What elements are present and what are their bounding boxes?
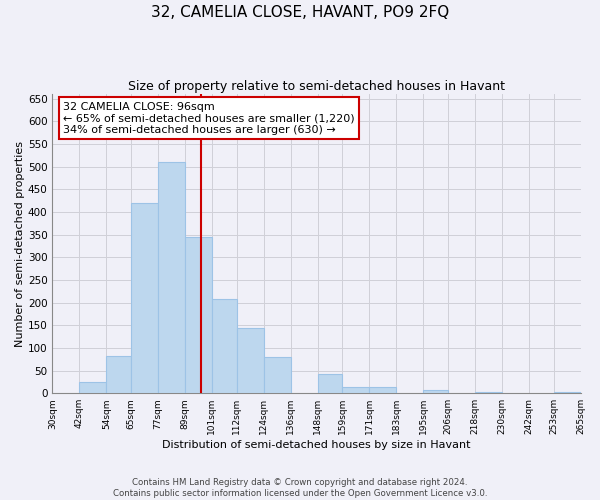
Bar — [554, 392, 581, 393]
Bar — [317, 374, 342, 393]
Title: Size of property relative to semi-detached houses in Havant: Size of property relative to semi-detach… — [128, 80, 505, 93]
Bar — [185, 237, 212, 393]
Bar — [79, 382, 106, 393]
Bar — [106, 356, 131, 393]
Bar — [423, 390, 448, 393]
Y-axis label: Number of semi-detached properties: Number of semi-detached properties — [15, 140, 25, 346]
Bar — [236, 328, 263, 393]
Bar — [212, 299, 236, 393]
Bar — [342, 387, 369, 393]
Bar — [263, 357, 290, 393]
Text: 32 CAMELIA CLOSE: 96sqm
← 65% of semi-detached houses are smaller (1,220)
34% of: 32 CAMELIA CLOSE: 96sqm ← 65% of semi-de… — [63, 102, 355, 135]
Text: 32, CAMELIA CLOSE, HAVANT, PO9 2FQ: 32, CAMELIA CLOSE, HAVANT, PO9 2FQ — [151, 5, 449, 20]
Bar — [475, 392, 502, 393]
X-axis label: Distribution of semi-detached houses by size in Havant: Distribution of semi-detached houses by … — [162, 440, 470, 450]
Text: Contains HM Land Registry data © Crown copyright and database right 2024.
Contai: Contains HM Land Registry data © Crown c… — [113, 478, 487, 498]
Bar — [158, 162, 185, 393]
Bar — [131, 203, 158, 393]
Bar — [369, 387, 396, 393]
